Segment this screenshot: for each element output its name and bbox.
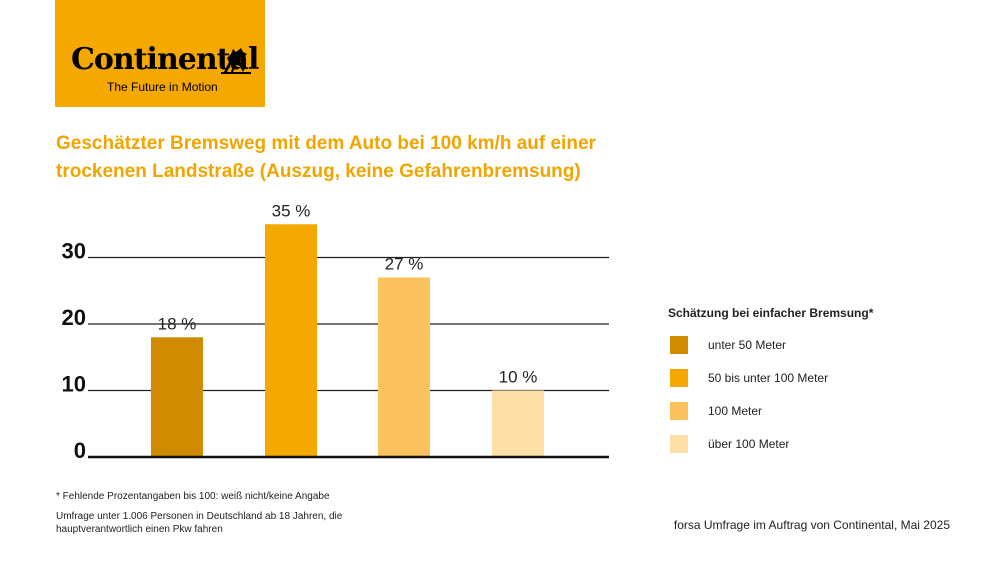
footnote-survey: Umfrage unter 1.006 Personen in Deutschl…	[56, 511, 343, 535]
bar-value-label: 18 %	[158, 314, 197, 333]
chart-title-line-1: Geschätzter Bremsweg mit dem Auto bei 10…	[56, 133, 596, 154]
source-note: forsa Umfrage im Auftrag von Continental…	[673, 518, 950, 532]
chart-title-line-2: trockenen Landstraße (Auszug, keine Gefa…	[56, 161, 581, 182]
legend-swatch	[670, 336, 688, 354]
legend-label: unter 50 Meter	[708, 338, 787, 352]
legend-label: 50 bis unter 100 Meter	[708, 371, 829, 385]
chart-title: Geschätzter Bremsweg mit dem Auto bei 10…	[56, 130, 656, 186]
legend-item: über 100 Meter	[668, 435, 873, 468]
y-tick-label: 0	[74, 438, 86, 463]
legend-swatch	[670, 369, 688, 387]
bar	[378, 277, 430, 457]
bar-value-label: 35 %	[272, 201, 311, 220]
y-tick-label: 30	[62, 239, 86, 264]
bar-value-label: 10 %	[499, 368, 538, 387]
bar	[151, 337, 203, 457]
legend-item: unter 50 Meter	[668, 336, 873, 369]
brand-logo: Continental The Future in Motion	[55, 0, 265, 107]
legend-label: über 100 Meter	[708, 437, 790, 451]
footnote-missing: * Fehlende Prozentangaben bis 100: weiß …	[56, 491, 330, 502]
bar-value-label: 27 %	[385, 254, 424, 273]
y-tick-label: 10	[62, 372, 86, 397]
legend-swatch	[670, 435, 688, 453]
logo-tagline: The Future in Motion	[107, 80, 218, 94]
horse-icon	[221, 48, 251, 74]
legend-label: 100 Meter	[708, 404, 763, 418]
legend-swatch	[670, 402, 688, 420]
legend-item: 100 Meter	[668, 402, 873, 435]
chart-legend: Schätzung bei einfacher Bremsung* unter …	[668, 306, 873, 468]
bar	[265, 224, 317, 457]
legend-item: 50 bis unter 100 Meter	[668, 369, 873, 402]
legend-title: Schätzung bei einfacher Bremsung*	[668, 306, 874, 320]
bar	[492, 390, 544, 457]
y-tick-label: 20	[62, 305, 86, 330]
